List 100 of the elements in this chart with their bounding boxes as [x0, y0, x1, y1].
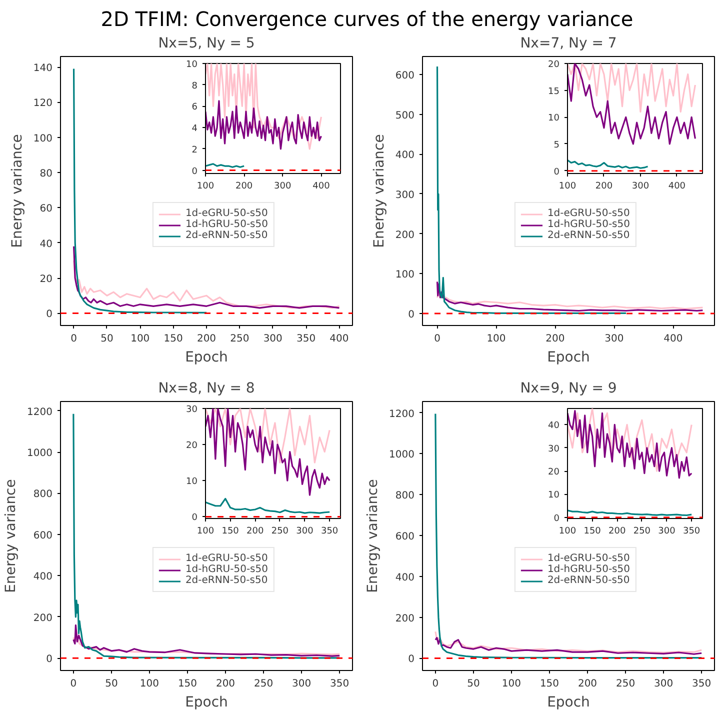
y-axis-title: Energy variance [3, 479, 20, 593]
y-tick-label: 200 [395, 613, 415, 624]
y-tick-label: 200 [395, 230, 415, 241]
y-tick-label: 0 [554, 167, 560, 178]
x-axis-title: Epoch [547, 694, 590, 710]
y-tick-label: 1000 [27, 448, 53, 459]
legend-label: 1d-hGRU-50-s50 [185, 219, 268, 230]
x-tick-label: 350 [682, 526, 700, 536]
x-tick-label: 150 [584, 526, 602, 536]
x-axis-title: Epoch [185, 694, 228, 710]
y-tick-label: 8 [192, 81, 198, 92]
y-tick-label: 4 [192, 124, 198, 134]
x-tick-label: 250 [633, 526, 651, 536]
x-tick-label: 50 [105, 678, 118, 690]
y-tick-label: 500 [395, 110, 415, 122]
y-tick-label: 30 [186, 405, 198, 415]
x-tick-label: 0 [70, 678, 77, 690]
line-series [434, 412, 702, 659]
y-tick-label: 120 [33, 98, 53, 110]
legend-label: 1d-hGRU-50-s50 [547, 219, 630, 230]
x-tick-label: 150 [222, 526, 240, 536]
x-axis-title: Epoch [547, 350, 590, 366]
x-tick-label: 400 [668, 182, 686, 192]
line-series [72, 413, 340, 659]
y-tick-label: 0 [192, 513, 198, 524]
x-tick-label: 400 [664, 334, 683, 344]
x-tick-label: 200 [246, 526, 264, 536]
line-series [206, 408, 330, 464]
y-tick-label: 400 [33, 572, 53, 583]
x-tick-label: 250 [616, 678, 636, 690]
y-tick-label: 600 [395, 531, 415, 542]
y-tick-label: 2 [192, 145, 198, 156]
x-tick-label: 50 [467, 678, 480, 690]
y-tick-label: 15 [548, 86, 560, 97]
x-tick-label: 50 [100, 334, 114, 344]
y-tick-label: 20 [186, 441, 198, 452]
y-tick-label: 0 [408, 654, 415, 666]
chart-subtitle: Nx=5, Ny = 5 [158, 36, 255, 52]
y-tick-label: 100 [395, 270, 415, 281]
x-tick-label: 150 [164, 334, 183, 344]
x-tick-label: 350 [330, 678, 350, 690]
x-tick-label: 150 [178, 678, 198, 690]
legend-label: 1d-eGRU-50-s50 [185, 208, 268, 219]
x-tick-label: 300 [263, 334, 282, 344]
y-tick-label: 0 [46, 309, 53, 320]
line-series [568, 64, 696, 145]
legend-label: 1d-hGRU-50-s50 [547, 564, 630, 575]
y-tick-label: 40 [548, 421, 560, 432]
x-tick-label: 350 [320, 526, 338, 536]
y-tick-label: 20 [548, 468, 560, 478]
x-tick-label: 250 [254, 678, 274, 690]
chart-title: Nx=8, Ny = 8 [158, 380, 255, 396]
x-tick-label: 150 [540, 678, 560, 690]
legend-label: 1d-eGRU-50-s50 [547, 553, 630, 564]
y-tick-label: 400 [395, 572, 415, 584]
x-axis-title: Epoch [185, 350, 228, 366]
y-tick-label: 800 [33, 489, 53, 500]
x-tick-label: 0 [70, 334, 77, 344]
x-tick-label: 0 [432, 678, 439, 690]
y-tick-label: 80 [40, 168, 53, 180]
y-tick-label: 5 [554, 140, 560, 150]
y-tick-label: 600 [395, 70, 415, 82]
y-tick-label: 1200 [389, 408, 415, 420]
chart-title: Nx=9, Ny = 9 [520, 380, 617, 396]
x-tick-label: 300 [292, 678, 312, 690]
legend-label: 2d-eRNN-50-s50 [547, 575, 630, 586]
y-axis-title: Energy variance [9, 134, 26, 248]
x-tick-label: 300 [274, 182, 292, 192]
x-tick-label: 200 [595, 182, 613, 192]
line-series [72, 260, 340, 309]
x-tick-label: 0 [434, 334, 440, 344]
legend-label: 1d-hGRU-50-s50 [185, 564, 268, 575]
y-tick-label: 20 [548, 60, 560, 70]
line-series [206, 498, 330, 514]
line-series [206, 64, 322, 150]
line-series [434, 630, 702, 654]
x-tick-label: 100 [140, 678, 160, 690]
y-tick-label: 140 [33, 63, 53, 74]
legend-label: 2d-eRNN-50-s50 [547, 230, 630, 241]
y-tick-label: 40 [40, 238, 53, 250]
x-tick-label: 400 [312, 182, 330, 192]
x-tick-label: 350 [692, 678, 712, 690]
line-series [72, 246, 340, 309]
line-series [434, 636, 702, 655]
x-tick-label: 300 [654, 678, 674, 690]
x-tick-label: 200 [578, 678, 598, 690]
y-tick-label: 30 [548, 444, 560, 454]
x-tick-label: 250 [271, 526, 289, 536]
y-tick-label: 10 [186, 477, 198, 488]
legend-label: 2d-eRNN-50-s50 [185, 230, 268, 241]
x-tick-label: 300 [658, 526, 676, 536]
x-tick-label: 100 [486, 334, 506, 344]
line-series [206, 100, 322, 150]
line-series [436, 280, 704, 312]
y-tick-label: 0 [192, 166, 198, 177]
y-tick-label: 1200 [27, 406, 53, 418]
y-tick-label: 10 [548, 490, 560, 501]
line-series [206, 408, 330, 496]
y-tick-label: 20 [40, 274, 53, 286]
y-tick-label: 100 [33, 133, 53, 144]
